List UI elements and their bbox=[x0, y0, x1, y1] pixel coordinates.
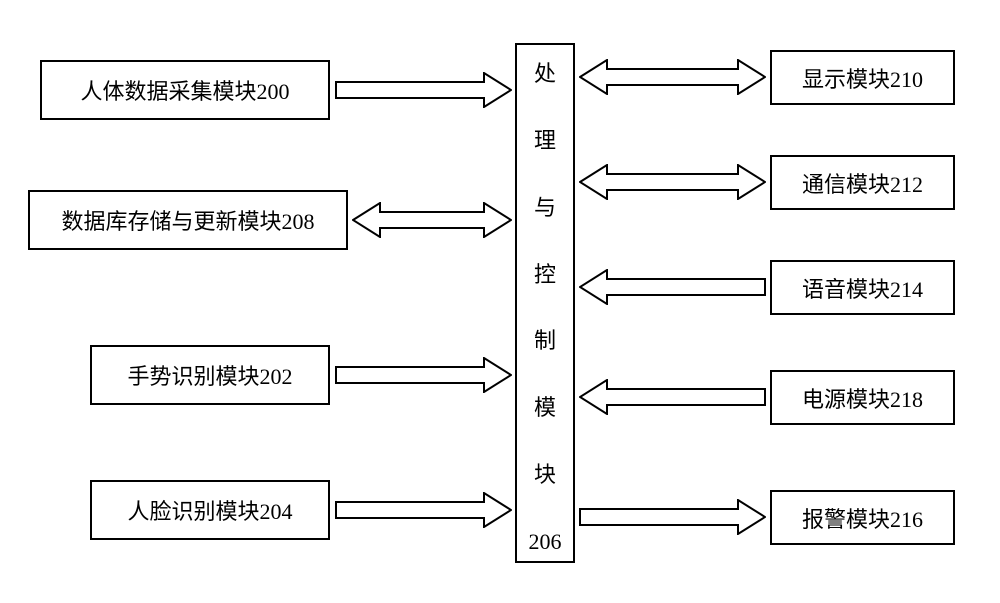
a-body-arrow bbox=[335, 72, 512, 108]
a-voice-arrow bbox=[579, 269, 766, 305]
body-data-module-box: 人体数据采集模块200 bbox=[40, 60, 330, 120]
a-face-arrow bbox=[335, 492, 512, 528]
comm-label: 通信模块212 bbox=[802, 167, 923, 199]
center-char: 块 bbox=[534, 464, 556, 486]
alarm-module-box: 报警模块216 bbox=[770, 490, 955, 545]
center-module-box: 处理与控制模块 206 bbox=[515, 43, 575, 563]
a-gest-arrow bbox=[335, 357, 512, 393]
power-module-box: 电源模块218 bbox=[770, 370, 955, 425]
a-disp-arrow bbox=[579, 59, 766, 95]
face-module-box: 人脸识别模块204 bbox=[90, 480, 330, 540]
display-module-box: 显示模块210 bbox=[770, 50, 955, 105]
a-db-arrow bbox=[352, 202, 512, 238]
db-store-label: 数据库存储与更新模块208 bbox=[61, 204, 314, 236]
a-power-arrow bbox=[579, 379, 766, 415]
center-char: 控 bbox=[534, 264, 556, 286]
gesture-label: 手势识别模块202 bbox=[127, 359, 292, 391]
a-alarm-arrow bbox=[579, 499, 766, 535]
face-label: 人脸识别模块204 bbox=[127, 494, 292, 526]
center-char: 模 bbox=[534, 397, 556, 419]
gesture-module-box: 手势识别模块202 bbox=[90, 345, 330, 405]
diagram-canvas: 处理与控制模块 206 人体数据采集模块200 数据库存储与更新模块208 手势识… bbox=[0, 0, 1000, 603]
voice-label: 语音模块214 bbox=[802, 272, 923, 304]
body-data-label: 人体数据采集模块200 bbox=[80, 74, 289, 106]
comm-module-box: 通信模块212 bbox=[770, 155, 955, 210]
display-label: 显示模块210 bbox=[802, 62, 923, 94]
center-char: 与 bbox=[534, 197, 556, 219]
center-char: 206 bbox=[529, 531, 562, 553]
voice-module-box: 语音模块214 bbox=[770, 260, 955, 315]
power-label: 电源模块218 bbox=[802, 382, 923, 414]
center-char: 制 bbox=[534, 330, 556, 352]
center-char: 理 bbox=[534, 130, 556, 152]
center-char: 处 bbox=[534, 63, 556, 85]
db-store-module-box: 数据库存储与更新模块208 bbox=[28, 190, 348, 250]
alarm-label: 报警模块216 bbox=[802, 502, 923, 534]
a-comm-arrow bbox=[579, 164, 766, 200]
